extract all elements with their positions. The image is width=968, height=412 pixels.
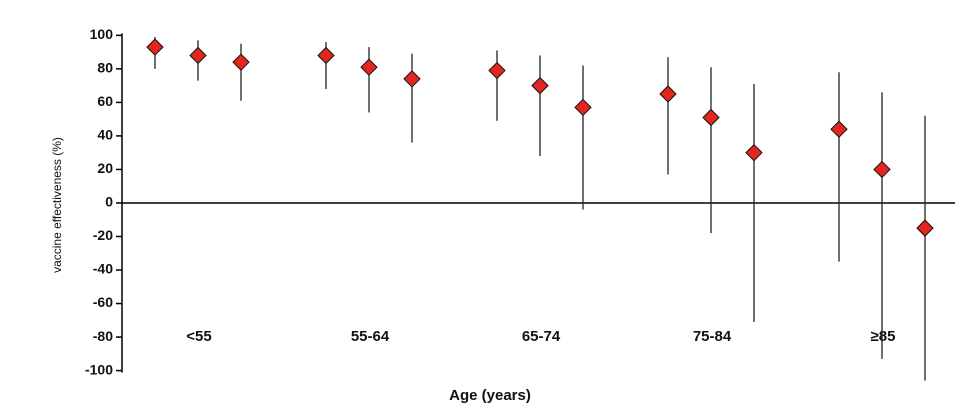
x-axis-label: Age (years) bbox=[449, 387, 531, 404]
group-label: 75-84 bbox=[693, 328, 732, 345]
group-label: 65-74 bbox=[522, 328, 561, 345]
point-estimate bbox=[361, 59, 377, 75]
point-estimate bbox=[147, 39, 163, 55]
group-label: 55-64 bbox=[351, 328, 390, 345]
y-tick-label: 100 bbox=[90, 26, 114, 42]
y-tick-label: -100 bbox=[85, 361, 113, 377]
y-tick-label: 0 bbox=[105, 194, 113, 210]
group-label: <55 bbox=[186, 328, 211, 345]
point-estimate bbox=[874, 161, 890, 177]
point-estimate bbox=[746, 145, 762, 161]
point-estimate bbox=[703, 109, 719, 125]
point-estimate bbox=[917, 220, 933, 236]
point-estimate bbox=[233, 54, 249, 70]
y-tick-label: -80 bbox=[93, 328, 113, 344]
y-axis-label: vaccine effectiveness (%) bbox=[50, 137, 64, 273]
y-tick-label: 60 bbox=[97, 93, 113, 109]
y-tick-label: 40 bbox=[97, 127, 113, 143]
point-estimate bbox=[190, 47, 206, 63]
group-label: ≥85 bbox=[871, 328, 896, 345]
y-tick-label: 20 bbox=[97, 160, 113, 176]
y-tick-label: -20 bbox=[93, 227, 113, 243]
point-estimate bbox=[404, 71, 420, 87]
y-tick-label: 80 bbox=[97, 60, 113, 76]
point-estimate bbox=[575, 99, 591, 115]
point-estimate bbox=[489, 63, 505, 79]
point-estimate bbox=[660, 86, 676, 102]
chart: vaccine effectiveness (%) Age (years) -1… bbox=[0, 0, 968, 412]
y-tick-label: -40 bbox=[93, 261, 113, 277]
point-estimate bbox=[318, 47, 334, 63]
point-estimate bbox=[831, 121, 847, 137]
y-tick-label: -60 bbox=[93, 294, 113, 310]
point-estimate bbox=[532, 78, 548, 94]
